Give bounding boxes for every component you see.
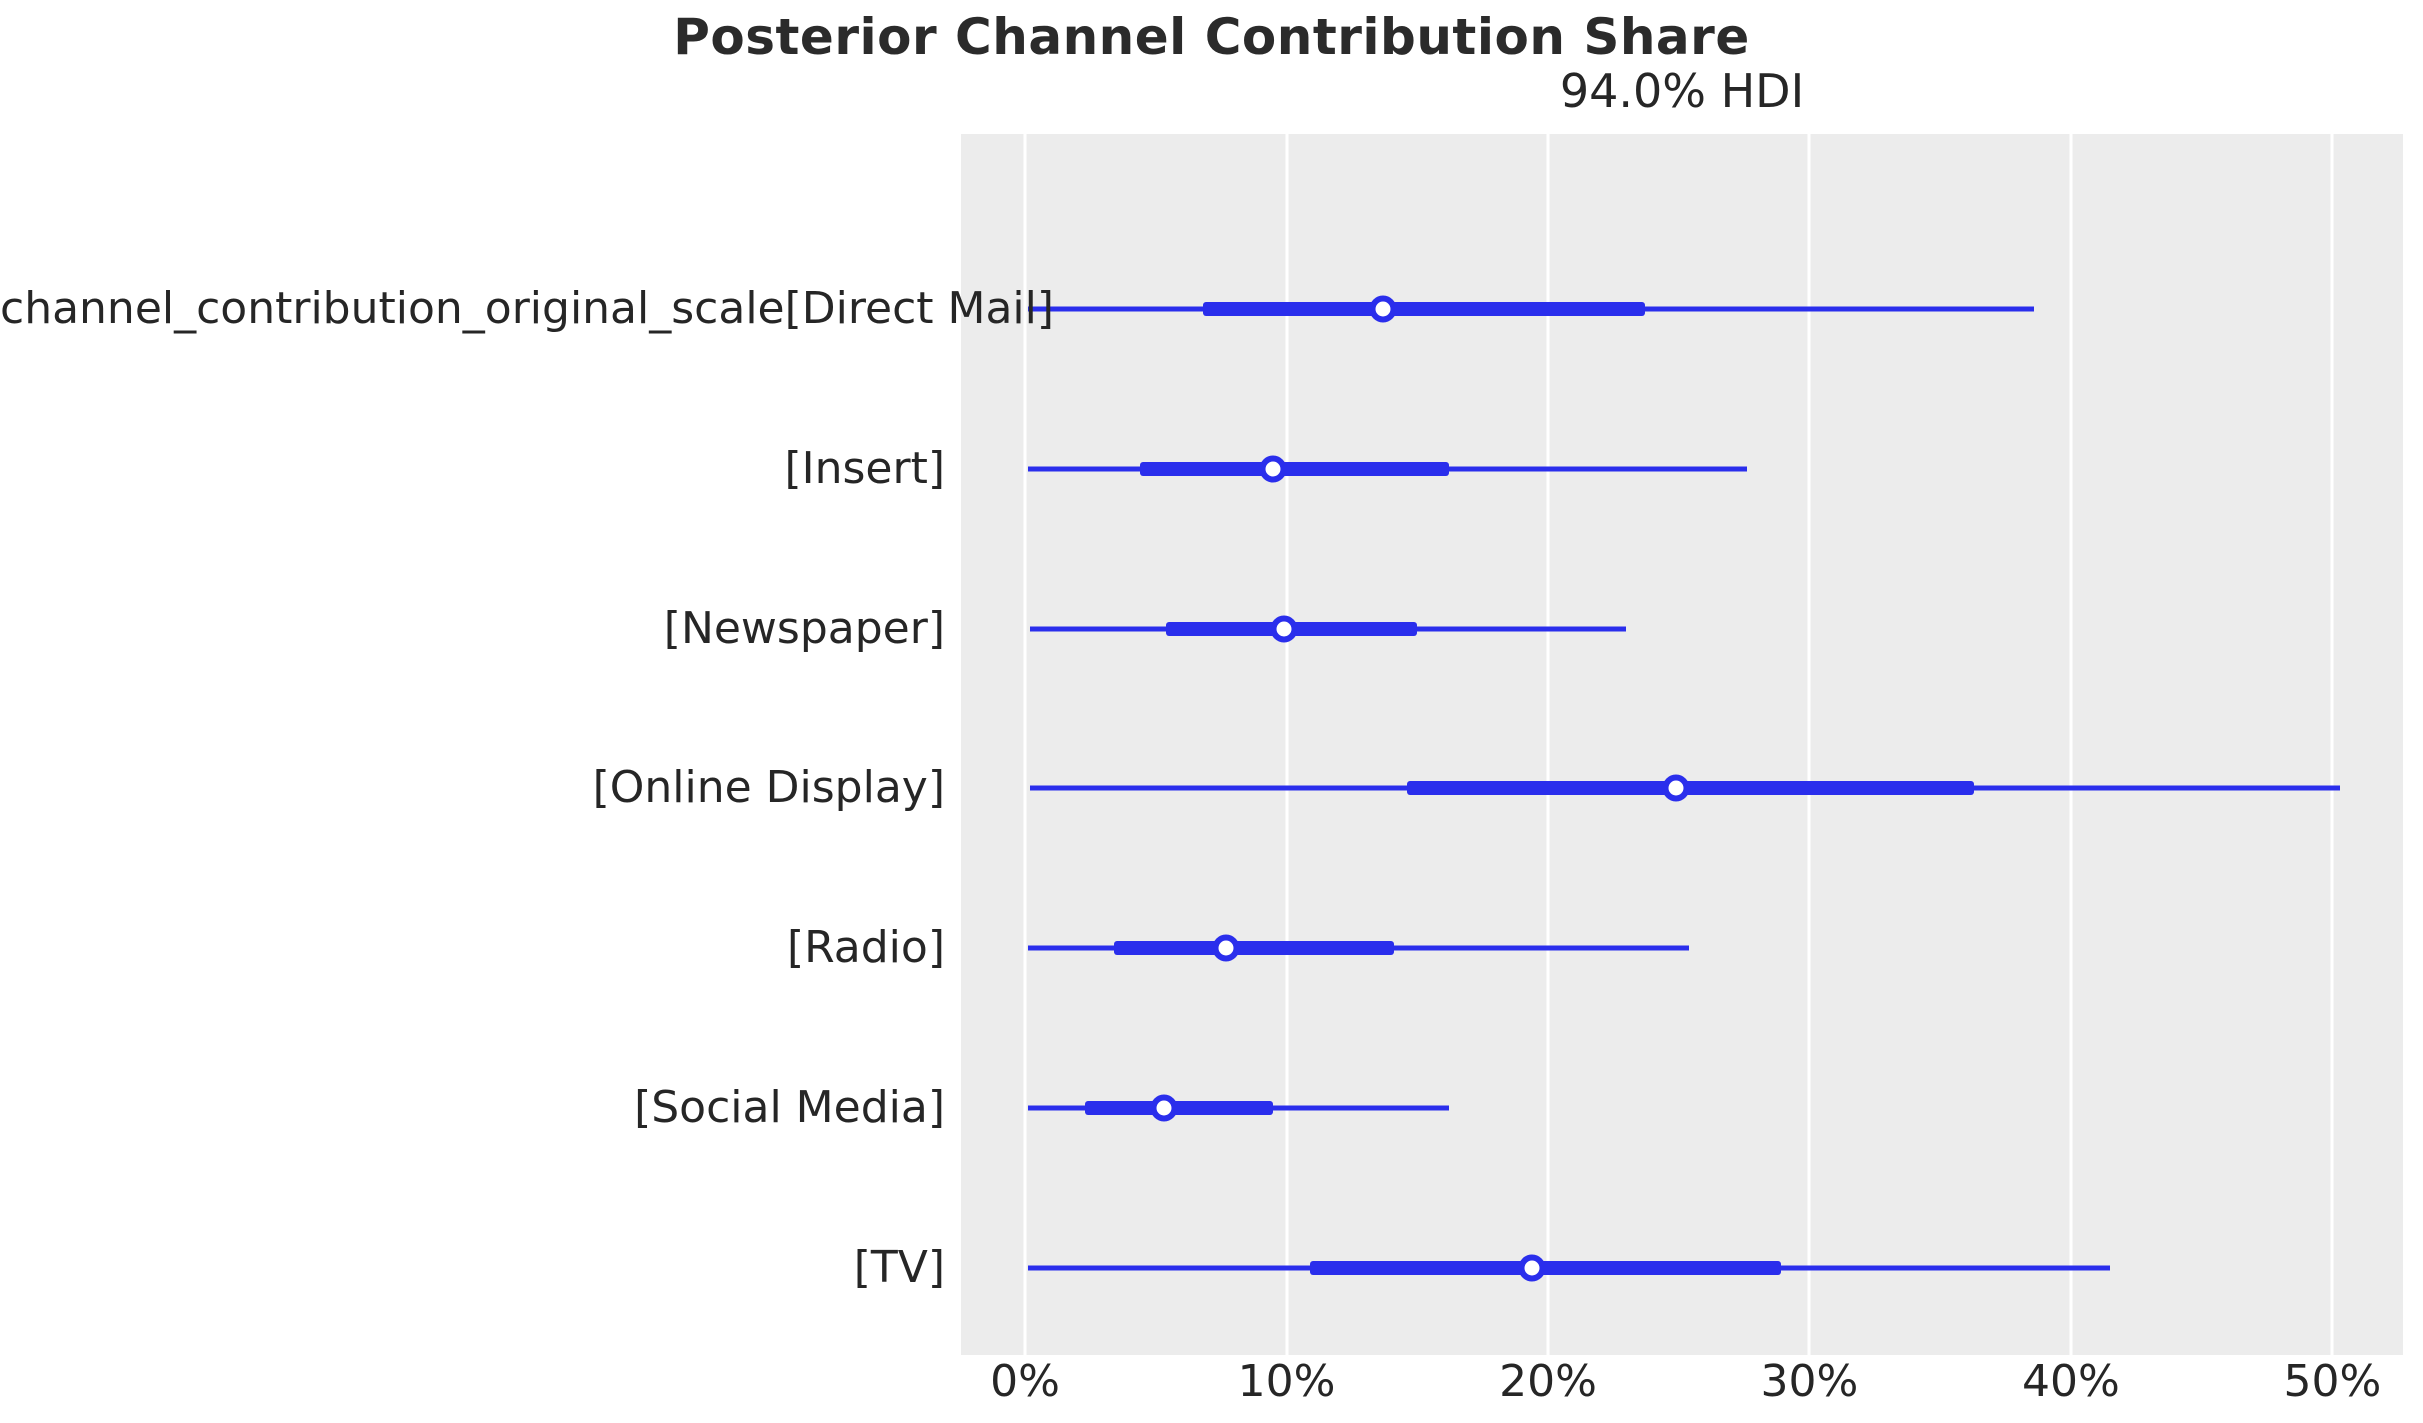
interquartile-interval bbox=[1202, 301, 1645, 316]
y-axis-label: [Newspaper] bbox=[663, 602, 945, 654]
y-axis-label: [TV] bbox=[853, 1241, 945, 1293]
gridline-10 bbox=[1285, 134, 1289, 1355]
y-axis-label: [Social Media] bbox=[634, 1082, 945, 1134]
gridline-30 bbox=[1807, 134, 1811, 1355]
hdi-subtitle: 94.0% HDI bbox=[1559, 64, 1805, 118]
median-marker bbox=[1212, 934, 1240, 962]
median-marker bbox=[1270, 615, 1298, 643]
interquartile-interval bbox=[1140, 461, 1449, 476]
median-marker bbox=[1259, 455, 1287, 483]
gridline-0 bbox=[1023, 134, 1027, 1355]
y-axis-label: channel_contribution_original_scale[Dire… bbox=[0, 282, 1055, 334]
y-axis-label: [Radio] bbox=[787, 922, 945, 974]
chart-title: Posterior Channel Contribution Share bbox=[673, 8, 1750, 66]
interquartile-interval bbox=[1113, 941, 1394, 956]
x-tick-label: 10% bbox=[1237, 1356, 1336, 1407]
median-marker bbox=[1369, 295, 1397, 323]
gridline-20 bbox=[1546, 134, 1550, 1355]
x-tick-label: 0% bbox=[990, 1356, 1060, 1407]
median-marker bbox=[1662, 774, 1690, 802]
x-tick-label: 50% bbox=[2283, 1356, 2382, 1407]
median-marker bbox=[1518, 1254, 1546, 1282]
x-tick-label: 20% bbox=[1499, 1356, 1597, 1407]
plot-area bbox=[961, 134, 2403, 1355]
gridline-50 bbox=[2330, 134, 2334, 1355]
y-axis-label: [Insert] bbox=[784, 442, 945, 494]
gridline-40 bbox=[2069, 134, 2073, 1355]
x-tick-label: 40% bbox=[2022, 1356, 2120, 1407]
x-tick-label: 30% bbox=[1760, 1356, 1859, 1407]
y-axis-label: [Online Display] bbox=[592, 762, 945, 814]
interquartile-interval bbox=[1085, 1101, 1274, 1116]
interquartile-interval bbox=[1406, 781, 1975, 796]
median-marker bbox=[1150, 1094, 1178, 1122]
